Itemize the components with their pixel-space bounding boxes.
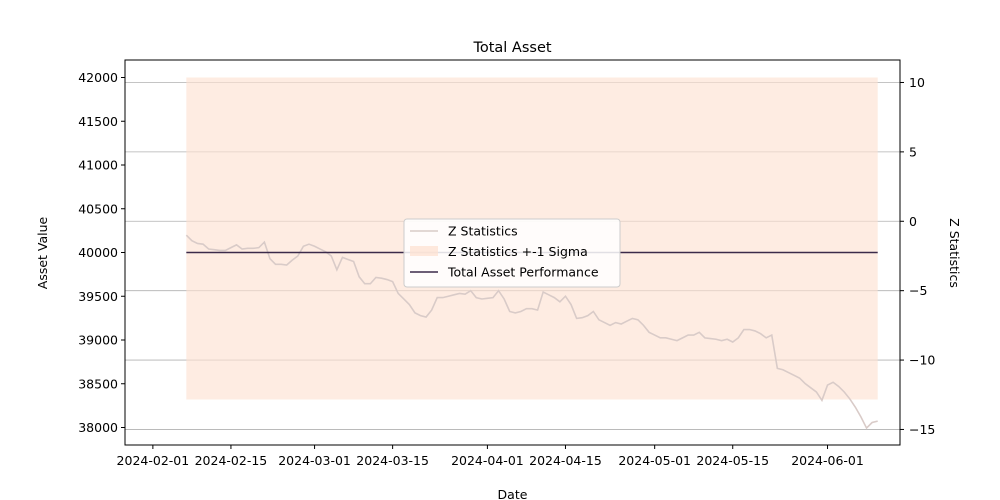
legend-label-sigma-band: Z Statistics +-1 Sigma [448, 244, 588, 259]
legend-box [403, 218, 621, 288]
y2-tick-label: 0 [909, 214, 917, 229]
y-axis-right: −15 −10 −5 0 5 10 [900, 75, 935, 437]
y-tick-label: 41500 [78, 114, 118, 129]
y2-tick-label: −5 [909, 283, 927, 298]
y2-tick-label: 10 [909, 75, 925, 90]
x-tick-label: 2024-05-15 [696, 453, 769, 468]
x-tick-label: 2024-05-01 [618, 453, 691, 468]
y2-tick-label: −15 [909, 422, 935, 437]
x-tick-label: 2024-03-15 [356, 453, 429, 468]
z-statistics-line [185, 234, 878, 430]
legend-label-z-statistics: Z Statistics [448, 224, 518, 239]
x-tick-label: 2024-06-01 [791, 453, 864, 468]
x-tick-label: 2024-03-01 [278, 453, 351, 468]
y-tick-label: 40000 [78, 245, 118, 260]
y-axis-label: Asset Value [35, 216, 50, 289]
legend-swatch-sigma-band [410, 246, 438, 256]
x-tick-label: 2024-04-15 [529, 453, 602, 468]
y-tick-label: 38000 [78, 420, 118, 435]
y-tick-label: 40500 [78, 201, 118, 216]
legend: Z Statistics Z Statistics +-1 Sigma Tota… [403, 218, 621, 288]
y-tick-label: 38500 [78, 376, 118, 391]
y-tick-label: 42000 [78, 70, 118, 85]
y-tick-label: 41000 [78, 158, 118, 173]
y2-axis-label: Z Statistics [947, 218, 962, 288]
x-tick-label: 2024-02-01 [117, 453, 190, 468]
y2-tick-label: −10 [909, 353, 935, 368]
y-tick-label: 39000 [78, 333, 118, 348]
chart-title: Total Asset [472, 40, 551, 56]
legend-label-total-asset: Total Asset Performance [447, 265, 599, 280]
y-tick-label: 39500 [78, 289, 118, 304]
x-axis: 2024-02-01 2024-02-15 2024-03-01 2024-03-15… [117, 445, 864, 468]
x-tick-label: 2024-02-15 [195, 453, 268, 468]
x-tick-label: 2024-04-01 [451, 453, 524, 468]
y-axis-left: 38000 38500 39000 39500 40000 40500 41000 41500… [78, 70, 125, 435]
x-axis-label: Date [498, 487, 528, 500]
y2-tick-label: 5 [909, 144, 917, 159]
